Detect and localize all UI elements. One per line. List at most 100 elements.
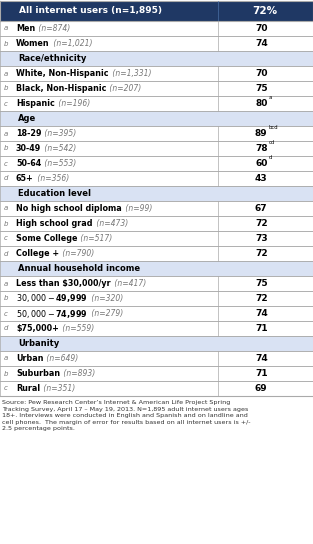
Bar — [0, 111, 313, 126]
Text: (n=395): (n=395) — [43, 129, 77, 138]
Text: b: b — [4, 40, 8, 46]
Bar — [0, 21, 313, 36]
Bar — [0, 306, 313, 321]
Text: 67: 67 — [255, 204, 268, 213]
Text: d: d — [269, 154, 272, 160]
Text: a: a — [4, 131, 8, 137]
Bar — [0, 351, 313, 366]
Text: b: b — [4, 295, 8, 301]
Text: b: b — [4, 145, 8, 151]
Text: (n=553): (n=553) — [42, 159, 76, 168]
Text: $50,000-$74,999: $50,000-$74,999 — [16, 307, 88, 319]
Text: d: d — [4, 250, 8, 257]
Bar — [0, 366, 313, 381]
Text: (n=790): (n=790) — [60, 249, 95, 258]
Bar — [0, 51, 313, 66]
Text: 89: 89 — [255, 129, 268, 138]
Bar — [0, 156, 313, 171]
Text: a: a — [4, 206, 8, 212]
Text: 75: 75 — [255, 84, 268, 93]
Text: $75,000+: $75,000+ — [16, 324, 59, 333]
Bar — [0, 186, 313, 201]
Text: 71: 71 — [255, 324, 268, 333]
Text: c: c — [4, 386, 8, 392]
Text: a: a — [4, 71, 8, 77]
Text: c: c — [4, 160, 8, 166]
Text: Women: Women — [16, 39, 50, 48]
Bar — [0, 336, 313, 351]
Text: a: a — [4, 355, 8, 362]
Bar — [0, 81, 313, 96]
Text: 30-49: 30-49 — [16, 144, 41, 153]
Text: 78: 78 — [255, 144, 268, 153]
Text: (n=320): (n=320) — [89, 294, 123, 303]
Text: (n=542): (n=542) — [42, 144, 76, 153]
Text: Age: Age — [18, 114, 36, 123]
Text: (n=893): (n=893) — [61, 369, 95, 378]
Text: 80: 80 — [255, 99, 267, 108]
Text: 72: 72 — [255, 219, 268, 228]
Text: White, Non-Hispanic: White, Non-Hispanic — [16, 69, 109, 78]
Text: Less than $30,000/yr: Less than $30,000/yr — [16, 279, 110, 288]
Text: (n=356): (n=356) — [35, 174, 69, 183]
Text: College +: College + — [16, 249, 59, 258]
Text: (n=279): (n=279) — [89, 309, 123, 318]
Text: 65+: 65+ — [16, 174, 34, 183]
Text: bcd: bcd — [269, 125, 278, 130]
Bar — [0, 381, 313, 396]
Text: 71: 71 — [255, 369, 268, 378]
Text: 60: 60 — [255, 159, 267, 168]
Bar — [0, 216, 313, 231]
Text: d: d — [4, 176, 8, 182]
Text: Urbanity: Urbanity — [18, 339, 59, 348]
Text: (n=517): (n=517) — [79, 234, 113, 243]
Text: (n=99): (n=99) — [123, 204, 152, 213]
Text: $30,000-$49,999: $30,000-$49,999 — [16, 293, 88, 305]
Text: (n=649): (n=649) — [44, 354, 79, 363]
Bar — [0, 261, 313, 276]
Text: 70: 70 — [255, 24, 268, 33]
Text: (n=473): (n=473) — [94, 219, 128, 228]
Text: c: c — [4, 101, 8, 107]
Text: (n=351): (n=351) — [41, 384, 75, 393]
Bar — [0, 246, 313, 261]
Text: Some College: Some College — [16, 234, 78, 243]
Text: b: b — [4, 220, 8, 226]
Bar — [0, 291, 313, 306]
Bar — [0, 231, 313, 246]
Bar — [0, 276, 313, 291]
Text: Race/ethnicity: Race/ethnicity — [18, 54, 86, 63]
Text: (n=207): (n=207) — [107, 84, 141, 93]
Bar — [0, 66, 313, 81]
Text: a: a — [4, 26, 8, 32]
Text: 18-29: 18-29 — [16, 129, 42, 138]
Bar — [0, 321, 313, 336]
Text: cd: cd — [269, 140, 275, 145]
Bar — [0, 96, 313, 111]
Text: Rural: Rural — [16, 384, 40, 393]
Text: (n=196): (n=196) — [56, 99, 90, 108]
Text: (n=874): (n=874) — [36, 24, 70, 33]
Text: (n=417): (n=417) — [112, 279, 146, 288]
Text: Urban: Urban — [16, 354, 44, 363]
Bar — [0, 36, 313, 51]
Text: 75: 75 — [255, 279, 268, 288]
Text: 69: 69 — [255, 384, 268, 393]
Text: 74: 74 — [255, 39, 268, 48]
Text: c: c — [4, 236, 8, 242]
Text: a: a — [4, 281, 8, 287]
Text: 74: 74 — [255, 354, 268, 363]
Text: b: b — [4, 85, 8, 91]
Text: All internet users (n=1,895): All internet users (n=1,895) — [19, 7, 162, 15]
Text: Education level: Education level — [18, 189, 91, 198]
Text: Source: Pew Research Center’s Internet & American Life Project Spring
Tracking S: Source: Pew Research Center’s Internet &… — [2, 400, 250, 431]
Bar — [0, 1, 313, 21]
Text: Hispanic: Hispanic — [16, 99, 55, 108]
Text: 43: 43 — [255, 174, 268, 183]
Text: Annual household income: Annual household income — [18, 264, 140, 273]
Text: 72: 72 — [255, 249, 268, 258]
Text: 73: 73 — [255, 234, 268, 243]
Text: Black, Non-Hispanic: Black, Non-Hispanic — [16, 84, 106, 93]
Text: 50-64: 50-64 — [16, 159, 41, 168]
Text: b: b — [4, 370, 8, 376]
